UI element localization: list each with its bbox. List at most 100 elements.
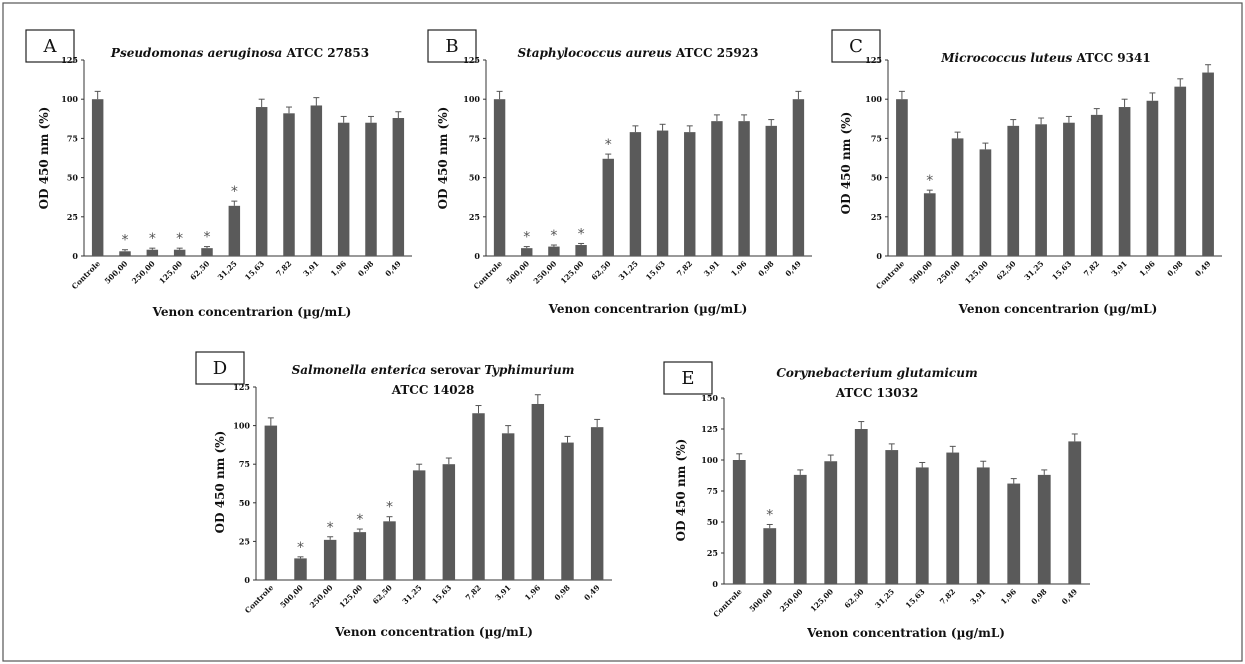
x-tick-label: 250,00 [308,583,335,610]
x-tick-label: 250,00 [935,259,962,286]
bar [951,138,964,256]
y-tick-label: 0 [72,251,78,261]
bar [310,105,323,256]
bar [283,113,295,256]
bar [472,413,485,580]
y-tick-label: 75 [239,459,250,469]
x-tick-label: 3,91 [493,583,512,602]
x-tick-label: 125,00 [963,259,990,286]
y-tick-label: 75 [469,133,480,143]
x-tick-label: 62,50 [995,259,1018,282]
x-tick-label: 125,00 [559,259,586,286]
bar [1063,122,1075,256]
x-tick-label: Controle [243,583,275,615]
x-axis-label: Venon concentrarion (µg/mL) [548,302,748,316]
y-tick-label: 150 [701,393,718,403]
panel-letter-box [831,29,881,63]
y-tick-label: 0 [474,251,480,261]
bar [1068,441,1082,584]
x-tick-label: 3,91 [1110,259,1129,278]
bar [684,132,696,256]
bar [711,121,723,256]
bar [1037,474,1051,584]
bar [854,429,868,584]
x-tick-label: 250,00 [532,259,559,286]
significance-marker: * [550,228,557,244]
bar [896,99,908,256]
bar [501,433,515,580]
y-tick-label: 25 [469,212,480,222]
x-tick-label: Controle [712,587,744,619]
y-tick-label: 125 [865,55,882,65]
panel-letter: A [43,36,58,57]
x-tick-label: 62,50 [188,259,211,282]
y-tick-label: 25 [707,548,718,558]
panel-letter: E [681,368,694,389]
x-tick-label: 500,00 [747,587,774,614]
x-tick-label: 0,98 [553,583,572,602]
bar [1090,114,1103,256]
bar [255,107,268,256]
x-tick-label: 125,00 [157,259,184,286]
chart-title-line2: ATCC 13032 [835,386,919,400]
significance-marker: * [386,500,393,516]
y-tick-label: 125 [463,55,480,65]
bar [173,249,186,256]
x-tick-label: 1,96 [523,583,542,602]
chart-title-part: Typhimurium [484,363,574,377]
y-tick-label: 75 [871,133,882,143]
significance-marker: * [231,184,238,200]
x-tick-label: 250,00 [130,259,157,286]
x-tick-label: 15,63 [904,587,927,610]
x-tick-label: 7,82 [274,259,293,278]
bar [442,464,456,580]
panel-C: C Micrococcus luteus ATCC 9341 0 25 50 75 100 1… [831,29,1222,316]
x-tick-label: 0,49 [383,259,402,278]
bar [1007,125,1020,256]
y-tick-label: 100 [865,94,882,104]
y-axis-label: OD 450 nm (%) [37,107,51,210]
bar [531,403,545,580]
x-axis-label: Venon concentrarion (µg/mL) [152,305,352,319]
bar [353,532,367,580]
bar [824,461,838,584]
panel-B: B Staphylococcus aureus ATCC 25923 0 25 50 75… [427,29,812,316]
chart-title-part: ATCC 25923 [672,46,759,60]
bar [412,470,426,580]
y-axis-label: OD 450 nm (%) [213,431,227,534]
bar [383,521,396,580]
x-tick-label: 0,98 [756,259,775,278]
y-tick-label: 25 [239,536,250,546]
x-tick-label: 62,50 [590,259,613,282]
x-tick-label: 0,49 [1060,587,1079,606]
chart-title: Corynebacterium glutamicum [776,366,977,380]
x-axis-label: Venon concentration (µg/mL) [334,625,533,639]
x-axis-label: Venon concentration (µg/mL) [806,626,1005,640]
y-tick-label: 50 [707,517,719,527]
bar [946,452,960,584]
bar [119,251,131,256]
y-tick-label: 100 [61,94,78,104]
x-tick-label: 500,00 [103,259,130,286]
bar [885,450,899,584]
bar [264,425,278,580]
significance-marker: * [523,230,530,246]
bar [765,125,777,256]
y-tick-label: 50 [469,173,481,183]
x-tick-label: 31,25 [1023,259,1046,282]
bar [91,99,104,256]
x-tick-label: 0,49 [784,259,803,278]
significance-marker: * [122,233,129,249]
y-tick-label: 0 [244,575,250,585]
panel-E: E Corynebacterium glutamicum ATCC 13032 0 25… [663,361,1090,640]
bar [602,158,614,256]
chart-title-part: Pseudomonas aeruginosa [110,46,282,60]
chart-title: Pseudomonas aeruginosa ATCC 27853 [110,46,369,60]
significance-marker: * [926,173,933,189]
significance-marker: * [605,137,612,153]
bar [923,193,936,256]
bar [793,474,807,584]
x-tick-label: 0,98 [1165,259,1184,278]
x-tick-label: 31,25 [401,583,424,606]
chart-title-part: ATCC 27853 [282,46,369,60]
